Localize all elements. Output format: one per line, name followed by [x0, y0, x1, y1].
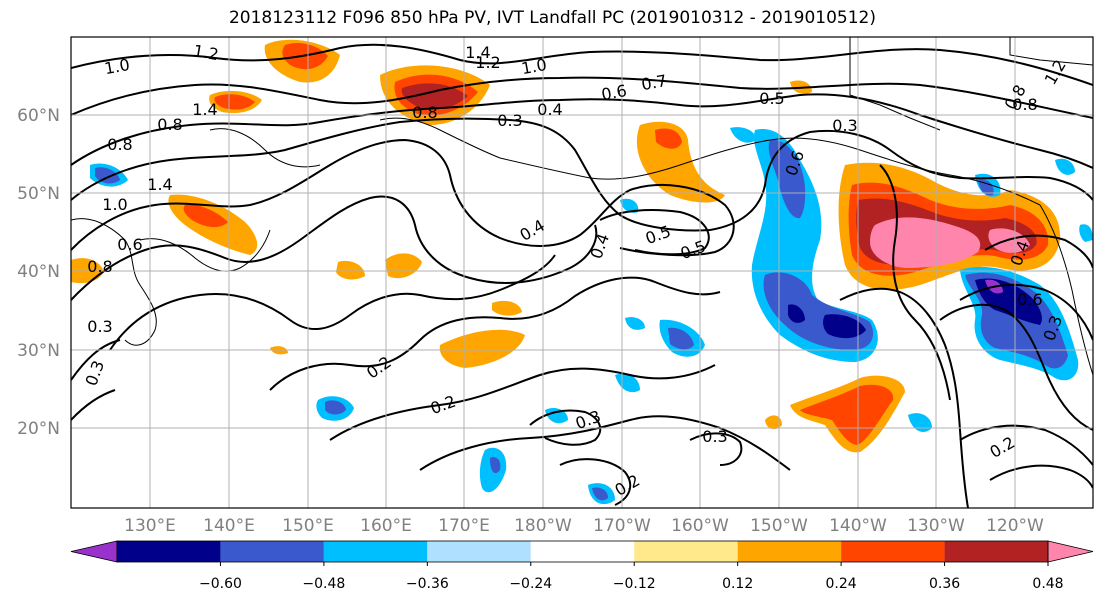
contour-label: 0.8 — [157, 115, 182, 134]
longitude-tick-label: 140°W — [829, 516, 887, 536]
colorbar-extend-high — [1047, 540, 1094, 563]
colorbar-tick-label: −0.36 — [406, 576, 449, 592]
longitude-tick-label: 170°W — [593, 516, 651, 536]
colorbar-swatch — [530, 541, 635, 562]
contour-label: 1.4 — [192, 100, 217, 119]
colorbar-swatch — [220, 541, 324, 562]
colorbar-tick-label: −0.24 — [509, 576, 552, 592]
longitude-tick-label: 160°W — [671, 516, 729, 536]
longitude-tick-label: 130°W — [907, 516, 965, 536]
figure-title: 2018123112 F096 850 hPa PV, IVT Landfall… — [228, 8, 876, 28]
latitude-tick-label: 20°N — [17, 419, 60, 439]
colorbar-swatch — [634, 541, 738, 562]
map-frame — [70, 36, 1094, 509]
longitude-tick-label: 150°W — [750, 516, 808, 536]
contour-label: 0.3 — [497, 111, 522, 130]
colorbar-swatch — [427, 541, 531, 562]
colorbar-swatch — [117, 541, 221, 562]
longitude-tick-label: 170°E — [438, 516, 490, 536]
contour-label: 0.8 — [107, 135, 132, 154]
contour-label: 0.8 — [412, 103, 437, 122]
colorbar-tick-label: −0.48 — [302, 576, 345, 592]
contour-label: 0.5 — [759, 89, 784, 108]
contour-label: 1.0 — [103, 55, 131, 78]
contour-label: 0.7 — [640, 71, 668, 94]
contour-label: 0.6 — [1017, 290, 1042, 309]
longitude-tick-label: 130°E — [124, 516, 176, 536]
contour-label: 1.2 — [475, 53, 500, 72]
colorbar-frame — [116, 540, 1049, 563]
contour-label: 0.8 — [1012, 95, 1037, 114]
contour-label: 0.3 — [87, 317, 112, 336]
contour-label: 0.4 — [537, 100, 562, 119]
contour-label: 0.3 — [702, 427, 727, 446]
graticule — [71, 37, 1093, 508]
longitude-tick-label: 140°E — [203, 516, 255, 536]
latitude-tick-label: 60°N — [17, 106, 60, 126]
contour-label: 1.4 — [147, 175, 172, 194]
contour-label: 0.3 — [832, 116, 857, 135]
colorbar-tick-label: −0.12 — [613, 576, 656, 592]
contour-label: 0.6 — [600, 81, 628, 104]
colorbar-tick-label: 0.12 — [722, 576, 753, 592]
colorbar-tick-label: 0.48 — [1032, 576, 1063, 592]
contour-label: 1.2 — [192, 41, 220, 64]
latitude-tick-label: 50°N — [17, 184, 60, 204]
contour-label: 1.4 — [465, 43, 490, 62]
colorbar: −0.60 −0.48 −0.36 −0.24 −0.12 0.12 0.24 0.36 0.4… — [70, 540, 1094, 592]
colorbar-swatch — [841, 541, 945, 562]
longitude-labels: 130°E 140°E 150°E 160°E 170°E 180°W 170°W 160°W… — [124, 516, 1044, 536]
contour-label: 0.8 — [87, 257, 112, 276]
latitude-tick-label: 30°N — [17, 341, 60, 361]
longitude-tick-label: 180°W — [514, 516, 572, 536]
pv-contours — [71, 43, 1093, 508]
colorbar-swatch — [737, 541, 842, 562]
colorbar-extend-low — [70, 540, 118, 563]
longitude-tick-label: 150°E — [282, 516, 334, 536]
latitude-labels: 60°N 50°N 40°N 30°N 20°N — [17, 106, 60, 439]
longitude-tick-label: 120°W — [986, 516, 1044, 536]
coastlines — [71, 37, 1093, 376]
colorbar-tick-label: −0.60 — [199, 576, 242, 592]
latitude-tick-label: 40°N — [17, 262, 60, 282]
contour-label: 0.6 — [117, 235, 142, 254]
colorbar-swatch — [944, 541, 1048, 562]
longitude-tick-label: 160°E — [360, 516, 412, 536]
contour-label: 1.0 — [520, 55, 548, 78]
colorbar-tick-label: 0.24 — [826, 576, 857, 592]
colorbar-tick-label: 0.36 — [929, 576, 960, 592]
contour-label: 1.0 — [102, 195, 127, 214]
colorbar-swatch — [323, 541, 428, 562]
